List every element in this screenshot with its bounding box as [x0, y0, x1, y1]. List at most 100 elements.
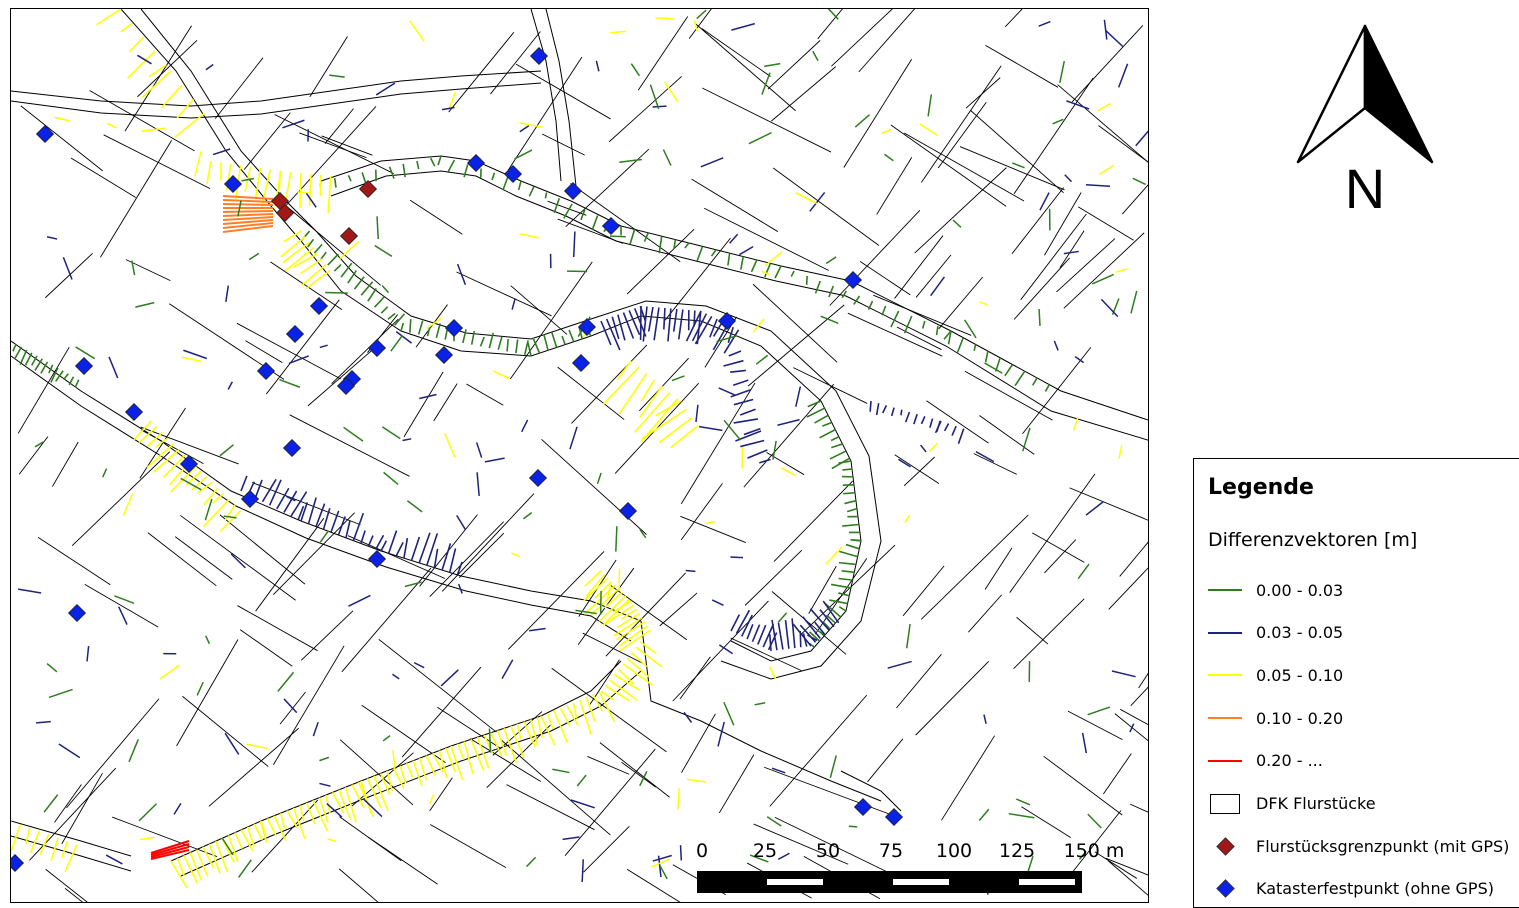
difference-vector: [719, 645, 732, 654]
difference-vector: [635, 392, 670, 432]
difference-vector: [54, 117, 69, 121]
difference-vector: [668, 308, 671, 341]
difference-vector: [284, 231, 301, 242]
difference-vector: [701, 158, 723, 167]
map-canvas[interactable]: [11, 9, 1149, 903]
difference-vector: [767, 817, 781, 826]
parcel-boundary: [301, 611, 353, 661]
map-panel[interactable]: [10, 8, 1149, 903]
difference-vector: [672, 376, 684, 381]
difference-vector: [729, 351, 741, 356]
parcel-boundary: [11, 83, 541, 118]
difference-vector: [445, 433, 455, 457]
difference-vector: [569, 330, 574, 342]
parcel-boundary: [1078, 207, 1133, 240]
parcel-boundary: [252, 800, 318, 872]
control-point-marker: [530, 470, 547, 487]
difference-vector: [223, 204, 273, 205]
difference-vector: [160, 665, 180, 679]
difference-vector: [619, 159, 641, 162]
difference-vector: [577, 775, 586, 786]
parcel-boundary: [290, 415, 410, 476]
difference-vector: [297, 192, 308, 193]
difference-vector: [901, 410, 902, 415]
parcel-boundary: [638, 16, 687, 90]
difference-vector: [121, 23, 133, 32]
difference-vector: [1098, 104, 1111, 111]
difference-vector: [477, 442, 482, 457]
difference-vector: [839, 607, 846, 611]
difference-vector: [706, 522, 715, 524]
difference-vector: [570, 427, 577, 449]
parcel-boundary: [971, 110, 1064, 192]
difference-vector: [445, 330, 447, 340]
parcel-boundary: [915, 168, 1007, 253]
difference-vector: [47, 237, 57, 239]
difference-vector: [664, 308, 665, 329]
parcel-boundary: [570, 183, 680, 261]
difference-vector: [921, 445, 926, 452]
legend-diamond-icon: [1208, 834, 1242, 858]
difference-vector: [980, 302, 988, 305]
control-point-marker: [603, 218, 620, 235]
difference-vector: [519, 181, 521, 190]
difference-vector: [905, 316, 912, 333]
difference-vector: [1015, 371, 1025, 386]
parcel-boundary: [584, 826, 630, 872]
difference-vector: [457, 515, 466, 530]
parcel-boundary: [844, 59, 912, 167]
difference-vector: [382, 285, 388, 292]
control-point-marker: [565, 183, 582, 200]
difference-vector: [898, 459, 910, 467]
difference-vector: [523, 513, 531, 519]
difference-vector: [527, 857, 536, 866]
difference-vector: [255, 168, 260, 199]
difference-vector: [636, 647, 662, 666]
difference-vector: [952, 426, 956, 436]
difference-vector: [552, 333, 557, 348]
difference-vector: [228, 382, 232, 390]
parcel-boundary: [773, 168, 879, 246]
scale-bar-label: 50: [816, 840, 840, 862]
difference-vector: [26, 353, 32, 365]
difference-vector: [1131, 291, 1137, 313]
legend-item: Flurstücksgrenzpunkt (mit GPS): [1208, 834, 1509, 858]
parcel-boundary: [325, 109, 354, 144]
difference-vector: [525, 340, 528, 354]
difference-vector: [282, 120, 304, 128]
difference-vector: [345, 787, 356, 822]
difference-vector: [545, 192, 546, 198]
difference-vector: [391, 335, 403, 351]
difference-vector: [882, 129, 891, 133]
difference-vector: [686, 571, 696, 572]
parcel-boundary: [1120, 709, 1149, 740]
difference-vector: [807, 276, 808, 285]
parcel-boundary: [442, 494, 534, 592]
difference-vector: [47, 664, 57, 672]
difference-vector: [492, 173, 494, 180]
difference-vector: [49, 689, 73, 697]
difference-vector: [665, 82, 678, 102]
difference-vector: [1039, 22, 1051, 27]
parcel-boundary: [1014, 599, 1085, 669]
parcel-boundary: [182, 696, 268, 766]
difference-vector: [582, 859, 583, 882]
difference-vector: [313, 722, 318, 736]
parcel-boundary: [11, 356, 631, 641]
legend-item: 0.05 - 0.10: [1208, 663, 1343, 687]
difference-vector: [1054, 341, 1058, 351]
difference-vector: [753, 319, 764, 332]
difference-vector: [747, 450, 767, 458]
scale-bar-segment: [767, 879, 823, 885]
difference-vector: [846, 545, 859, 549]
difference-vector: [630, 229, 635, 244]
legend-line-swatch: [1208, 663, 1242, 687]
parcel-boundary: [104, 135, 211, 189]
parcel-boundary: [237, 606, 317, 651]
parcel-boundary: [46, 869, 113, 903]
parcel-boundary: [308, 343, 381, 406]
difference-vector: [62, 841, 68, 857]
difference-vector: [348, 175, 351, 181]
difference-vector: [223, 200, 273, 202]
difference-vector: [1104, 20, 1106, 40]
